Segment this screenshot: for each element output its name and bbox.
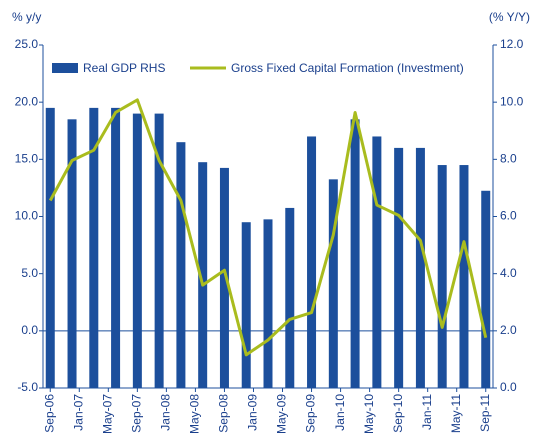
legend-label: Real GDP RHS	[83, 61, 165, 75]
x-tick-label: Jan-09	[246, 394, 260, 431]
x-tick-label: May-08	[188, 394, 202, 434]
bar	[111, 107, 121, 388]
bar	[67, 119, 77, 389]
legend-label: Gross Fixed Capital Formation (Investmen…	[231, 61, 464, 75]
y-axis-label: % y/y	[12, 10, 41, 24]
x-tick-label: Jan-08	[159, 394, 173, 431]
bar	[219, 167, 229, 388]
bar	[415, 147, 425, 388]
bar	[328, 179, 338, 388]
y2-tick-label: 2.0	[500, 323, 517, 337]
line	[48, 98, 488, 357]
bar	[89, 107, 99, 388]
bar	[154, 113, 164, 388]
bar	[176, 142, 186, 388]
bar	[45, 107, 55, 388]
x-tick-label: May-11	[449, 394, 463, 433]
y2-tick-label: 0.0	[500, 380, 517, 394]
bar	[459, 165, 469, 388]
y2-tick-label: 12.0	[500, 37, 524, 51]
bar	[350, 119, 360, 389]
legend-swatch	[52, 63, 78, 73]
x-tick-label: Sep-06	[42, 394, 56, 433]
y-tick-label: 15.0	[15, 152, 39, 166]
y-tick-label: -5.0	[17, 380, 38, 394]
bar	[241, 222, 251, 388]
y2-tick-label: 10.0	[500, 94, 524, 108]
x-tick-label: Sep-07	[130, 394, 144, 433]
bar	[437, 165, 447, 388]
x-tick-label: Sep-08	[217, 394, 231, 433]
bar	[132, 113, 142, 388]
bar	[285, 207, 295, 388]
bar	[394, 147, 404, 388]
y2-tick-label: 6.0	[500, 209, 517, 223]
x-tick-label: Sep-10	[391, 394, 405, 433]
bar	[307, 136, 317, 388]
y2-tick-label: 8.0	[500, 152, 517, 166]
y-tick-label: 5.0	[21, 266, 38, 280]
x-tick-label: May-07	[100, 394, 114, 434]
y2-axis-label: (% Y/Y)	[489, 10, 530, 24]
y-tick-label: 20.0	[15, 94, 39, 108]
bar	[481, 190, 491, 388]
y2-tick-label: 4.0	[500, 266, 517, 280]
x-tick-label: Sep-11	[478, 394, 492, 432]
bar	[372, 136, 382, 388]
y-tick-label: 0.0	[21, 323, 38, 337]
x-tick-label: Jan-10	[333, 394, 347, 431]
x-tick-label: Jan-11	[420, 394, 434, 430]
x-tick-label: Sep-09	[304, 394, 318, 433]
x-tick-label: Jan-07	[71, 394, 85, 431]
y-tick-label: 10.0	[15, 209, 39, 223]
bar	[198, 162, 208, 388]
x-tick-label: May-10	[362, 394, 376, 434]
x-tick-label: May-09	[275, 394, 289, 434]
y-tick-label: 25.0	[15, 37, 39, 51]
bar	[263, 219, 273, 388]
